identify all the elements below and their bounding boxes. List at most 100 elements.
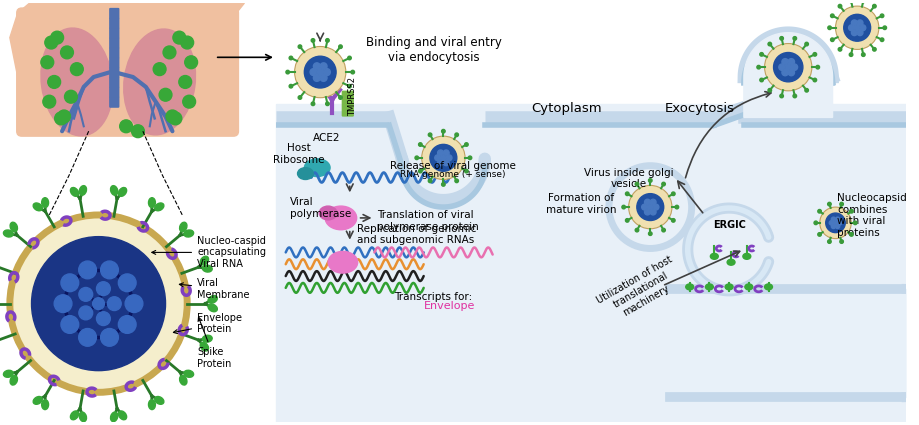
Circle shape [93,298,105,309]
Circle shape [781,59,788,65]
Ellipse shape [71,187,78,196]
Circle shape [778,64,785,71]
Circle shape [185,56,198,69]
Ellipse shape [119,187,127,196]
Ellipse shape [41,400,49,410]
Circle shape [871,4,875,8]
Circle shape [153,63,165,76]
Text: Transcripts for:: Transcripts for: [393,292,471,302]
Circle shape [608,166,691,249]
Ellipse shape [705,284,712,290]
Circle shape [767,42,771,46]
Circle shape [43,95,56,108]
Circle shape [98,0,138,28]
Circle shape [310,68,317,76]
Circle shape [773,53,802,82]
Circle shape [813,221,817,225]
Circle shape [812,53,816,56]
Circle shape [871,48,875,51]
Circle shape [857,30,862,36]
Ellipse shape [10,222,17,232]
Circle shape [827,202,830,206]
Ellipse shape [724,284,732,290]
Circle shape [96,312,110,326]
Circle shape [854,25,859,31]
Circle shape [812,78,816,82]
Circle shape [100,329,119,346]
Circle shape [61,46,74,59]
Circle shape [58,110,71,123]
Circle shape [849,232,852,236]
Polygon shape [100,3,136,38]
Circle shape [859,25,865,31]
Ellipse shape [328,252,357,273]
Circle shape [294,46,346,98]
Circle shape [849,210,852,213]
Circle shape [759,53,763,56]
Ellipse shape [184,370,193,377]
Circle shape [435,155,440,161]
Circle shape [320,63,326,70]
Circle shape [169,112,182,125]
Circle shape [338,96,342,99]
FancyBboxPatch shape [109,68,119,77]
Circle shape [165,110,178,123]
Text: Binding and viral entry
via endocytosis: Binding and viral entry via endocytosis [365,36,501,64]
Circle shape [882,26,886,29]
Circle shape [621,205,625,209]
Circle shape [159,88,172,101]
Circle shape [831,217,834,221]
Circle shape [183,95,196,108]
Ellipse shape [726,259,734,265]
Ellipse shape [4,230,13,237]
Circle shape [437,150,443,156]
Ellipse shape [154,203,164,211]
Ellipse shape [744,284,752,290]
Circle shape [100,261,119,279]
Circle shape [764,43,811,91]
Circle shape [54,295,72,312]
Circle shape [827,240,830,244]
Ellipse shape [202,335,212,342]
Circle shape [350,70,354,74]
Circle shape [836,221,841,225]
Circle shape [304,56,335,88]
Circle shape [804,42,808,46]
Circle shape [817,210,821,213]
Text: Exocytosis: Exocytosis [664,102,733,115]
Text: Cytoplasm: Cytoplasm [530,102,601,115]
Circle shape [848,53,852,57]
Circle shape [119,120,132,133]
FancyBboxPatch shape [109,77,119,88]
Circle shape [652,204,658,210]
Circle shape [40,56,53,69]
Circle shape [320,74,326,81]
Circle shape [834,217,839,221]
Circle shape [850,20,857,26]
FancyBboxPatch shape [109,48,119,58]
Polygon shape [402,117,484,204]
FancyBboxPatch shape [109,8,119,18]
Ellipse shape [184,230,193,237]
Text: Virus inside golgi
vesicle: Virus inside golgi vesicle [584,168,673,189]
Circle shape [641,204,647,210]
Circle shape [414,156,418,160]
Circle shape [634,182,638,186]
Circle shape [830,14,834,17]
Circle shape [828,221,833,225]
Circle shape [347,85,351,88]
Circle shape [650,199,655,205]
Circle shape [323,68,330,76]
Circle shape [671,192,675,196]
Circle shape [181,36,193,49]
Circle shape [316,68,323,76]
Circle shape [71,63,83,76]
Circle shape [64,91,77,103]
Ellipse shape [324,206,357,230]
Circle shape [675,205,678,209]
Circle shape [879,38,883,42]
Circle shape [325,39,329,42]
Ellipse shape [148,400,155,410]
Circle shape [79,306,93,320]
Circle shape [313,74,320,81]
